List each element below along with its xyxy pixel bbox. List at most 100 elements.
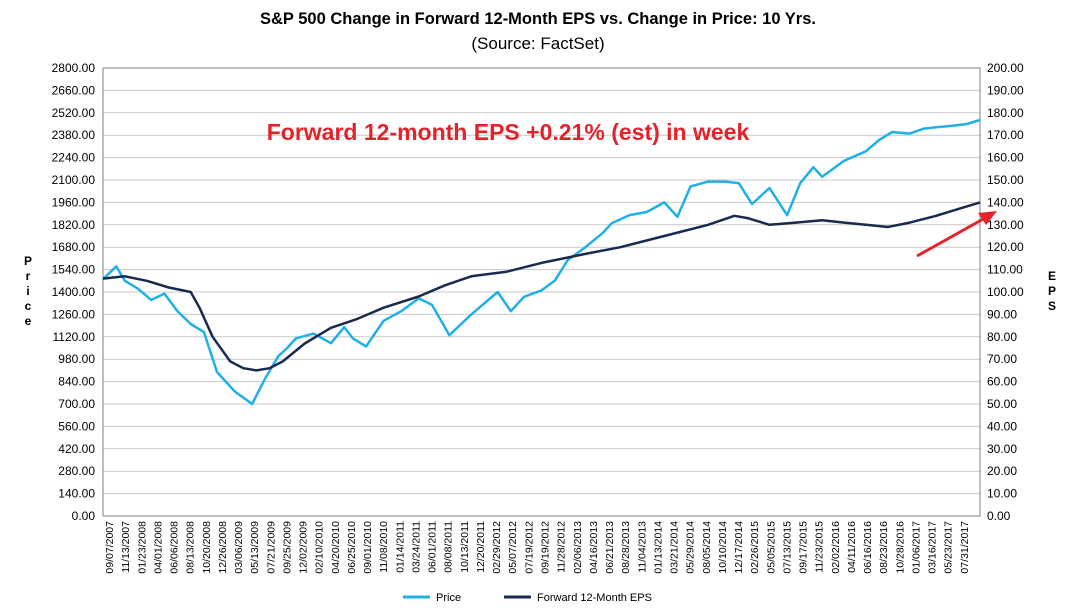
x-tick-label: 04/16/2013	[588, 521, 600, 574]
y-right-tick-label: 130.00	[987, 218, 1024, 232]
x-tick-label: 10/13/2011	[459, 521, 471, 573]
x-tick-label: 07/13/2015	[781, 521, 793, 574]
x-tick-label: 12/17/2014	[733, 521, 745, 574]
y-left-tick-label: 1820.00	[52, 218, 96, 232]
x-tick-label: 06/16/2016	[862, 521, 874, 574]
x-tick-label: 03/06/2009	[233, 521, 245, 574]
x-tick-label: 01/23/2008	[136, 521, 148, 574]
x-tick-label: 09/25/2009	[281, 521, 293, 574]
x-tick-label: 02/02/2016	[830, 521, 842, 574]
y-right-tick-label: 30.00	[987, 442, 1017, 456]
x-tick-label: 02/26/2015	[749, 521, 761, 574]
arrow-shaft	[916, 216, 986, 258]
y-right-tick-label: 50.00	[987, 397, 1017, 411]
x-tick-label: 06/06/2008	[169, 521, 181, 574]
x-tick-label: 12/26/2008	[217, 521, 229, 574]
x-tick-label: 04/11/2016	[846, 521, 858, 573]
y-right-ticks: 0.00 10.00 20.00 30.00 40.00 50.00 60.00 70.00 8…	[987, 61, 1024, 523]
x-tick-label: 01/06/2017	[910, 521, 922, 574]
x-tick-label: 08/28/2013	[620, 521, 632, 574]
x-tick-label: 10/10/2014	[717, 521, 729, 574]
series-layer	[102, 118, 981, 406]
chart-title: S&P 500 Change in Forward 12-Month EPS v…	[260, 10, 816, 28]
x-tick-label: 04/01/2008	[152, 521, 164, 574]
y-left-tick-label: 420.00	[58, 442, 95, 456]
y-axis-right-label: EPS	[1048, 269, 1056, 313]
x-tick-label: 05/07/2012	[507, 521, 519, 574]
x-tick-label: 12/20/2011	[475, 521, 487, 573]
y-left-tick-label: 2100.00	[52, 173, 96, 187]
y-left-tick-label: 2660.00	[52, 83, 96, 97]
legend-label-eps: Forward 12-Month EPS	[537, 592, 652, 604]
y-left-tick-label: 2240.00	[52, 151, 96, 165]
axis-label-char: c	[25, 299, 32, 313]
x-tick-label: 02/10/2010	[314, 521, 326, 574]
series-line-eps	[102, 201, 981, 372]
y-right-tick-label: 0.00	[987, 509, 1011, 523]
x-tick-label: 08/23/2016	[878, 521, 890, 574]
x-tick-label: 10/20/2008	[201, 521, 213, 574]
x-tick-label: 03/24/2011	[410, 521, 422, 573]
axis-label-char: e	[25, 314, 32, 328]
x-tick-label: 01/14/2011	[394, 521, 406, 573]
y-right-tick-label: 20.00	[987, 464, 1017, 478]
x-tick-label: 11/23/2015	[814, 521, 826, 573]
y-right-tick-label: 120.00	[987, 240, 1024, 254]
y-right-tick-label: 160.00	[987, 151, 1024, 165]
y-left-tick-label: 280.00	[58, 464, 95, 478]
x-tick-label: 09/17/2015	[798, 521, 810, 574]
chart-subtitle: (Source: FactSet)	[471, 34, 604, 53]
y-left-tick-label: 1540.00	[52, 263, 96, 277]
y-right-tick-label: 90.00	[987, 307, 1017, 321]
y-right-tick-label: 110.00	[987, 263, 1023, 277]
y-left-tick-label: 1680.00	[52, 240, 96, 254]
x-tick-label: 07/21/2009	[265, 521, 277, 574]
y-left-tick-label: 840.00	[58, 375, 95, 389]
x-tick-label: 04/20/2010	[330, 521, 342, 574]
x-tick-label: 06/25/2010	[346, 521, 358, 574]
x-tick-label: 02/29/2012	[491, 521, 503, 574]
axis-label-char: P	[1048, 284, 1056, 298]
y-left-tick-label: 0.00	[72, 509, 96, 523]
x-tick-label: 07/19/2012	[523, 521, 535, 574]
y-axis-left-label: Price	[24, 254, 32, 328]
arrow-head	[978, 211, 997, 225]
y-left-tick-label: 1260.00	[52, 307, 96, 321]
annotation-text: Forward 12-month EPS +0.21% (est) in wee…	[267, 119, 750, 145]
y-right-tick-label: 10.00	[987, 487, 1017, 501]
x-tick-label: 09/19/2012	[540, 521, 552, 574]
axis-label-char: r	[26, 269, 31, 283]
x-tick-label: 08/05/2014	[701, 521, 713, 574]
x-tick-label: 06/21/2013	[604, 521, 616, 574]
y-right-tick-label: 170.00	[987, 128, 1024, 142]
x-tick-label: 05/05/2015	[765, 521, 777, 574]
y-left-tick-label: 1120.00	[53, 330, 96, 344]
x-tick-label: 01/13/2014	[652, 521, 664, 574]
annotation-arrow	[916, 211, 997, 258]
y-left-tick-label: 140.00	[58, 487, 95, 501]
x-tick-label: 05/29/2014	[685, 521, 697, 574]
x-tick-label: 02/06/2013	[572, 521, 584, 574]
x-tick-label: 03/21/2014	[669, 521, 681, 574]
x-ticks: 09/07/2007 11/13/2007 01/23/2008 04/01/2008…	[104, 521, 971, 574]
y-right-tick-label: 200.00	[987, 61, 1024, 75]
x-tick-label: 05/13/2009	[249, 521, 261, 574]
y-right-tick-label: 80.00	[987, 330, 1017, 344]
x-tick-label: 10/28/2016	[894, 521, 906, 574]
y-right-tick-label: 140.00	[987, 195, 1024, 209]
x-tick-label: 08/08/2011	[443, 521, 455, 573]
y-left-tick-label: 1400.00	[52, 285, 96, 299]
grid	[103, 67, 980, 517]
plot-frame	[102, 67, 981, 517]
x-tick-label: 05/23/2017	[943, 521, 955, 574]
y-left-tick-label: 700.00	[58, 397, 95, 411]
y-right-tick-label: 190.00	[987, 83, 1024, 97]
series-line-price	[102, 118, 981, 406]
y-left-tick-label: 2380.00	[52, 128, 96, 142]
axis-label-char: P	[24, 254, 32, 268]
x-tick-label: 12/02/2009	[298, 521, 310, 574]
y-right-tick-label: 150.00	[987, 173, 1024, 187]
x-tick-label: 09/01/2010	[362, 521, 374, 574]
x-tick-label: 06/01/2011	[427, 521, 439, 573]
